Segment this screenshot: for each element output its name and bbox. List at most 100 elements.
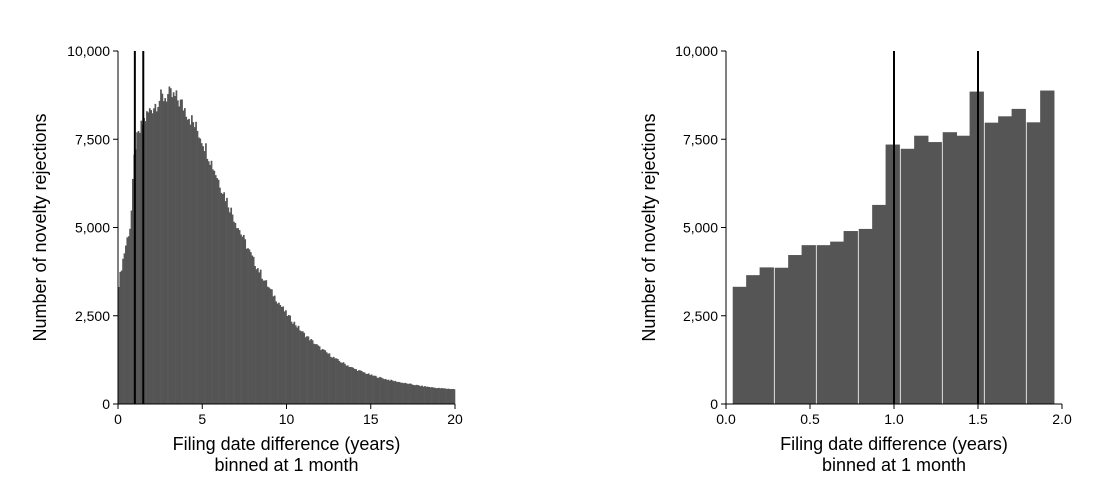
histogram-bar [235, 228, 238, 404]
histogram-bar [331, 357, 334, 404]
histogram-bar [984, 122, 1000, 404]
histogram-bar [324, 350, 327, 404]
histogram-bar [391, 380, 394, 404]
histogram-bar [396, 382, 398, 404]
histogram-bar [788, 255, 803, 404]
histogram-bar [400, 382, 402, 404]
histogram-bar [247, 248, 249, 404]
histogram-bar [158, 100, 161, 404]
histogram-bar [212, 169, 214, 404]
histogram-bar [445, 388, 447, 404]
histogram-bar [408, 383, 411, 404]
histogram-bar [242, 234, 245, 404]
histogram-bar [285, 310, 287, 404]
histogram-bar [422, 386, 425, 404]
histogram-bar [428, 386, 431, 404]
histogram-bar [337, 359, 339, 404]
histogram-bar [344, 363, 346, 404]
histogram-bar [1011, 108, 1026, 404]
histogram-bar [393, 381, 395, 404]
y-tick-label: 5,000 [683, 220, 718, 236]
histogram-bar [363, 372, 366, 404]
x-tick-label: 10 [279, 411, 295, 427]
histogram-bar [335, 358, 338, 404]
histogram-bar [415, 384, 418, 404]
histogram-bar [257, 268, 259, 404]
y-tick-label: 7,500 [75, 131, 110, 147]
histogram-bar [162, 101, 165, 404]
histogram-bar [264, 280, 266, 404]
histogram-bar [282, 306, 284, 404]
histogram-bar [345, 365, 348, 404]
histogram-bar [193, 127, 196, 404]
histogram-bar [234, 222, 237, 404]
left-y-axis-title: Number of novelty rejections [30, 113, 50, 341]
histogram-bar [349, 366, 352, 404]
histogram-bar [359, 370, 362, 404]
x-tick-label: 1.5 [968, 411, 988, 427]
y-tick-label: 2,500 [683, 308, 718, 324]
histogram-bar [338, 360, 341, 404]
histogram-bar [426, 386, 429, 404]
right-bars [732, 90, 1055, 405]
histogram-bar [439, 388, 442, 404]
histogram-bar [144, 121, 147, 405]
histogram-bar [447, 388, 450, 404]
histogram-bar [164, 98, 167, 405]
histogram-bar [453, 389, 456, 404]
histogram-bar [188, 118, 190, 405]
histogram-bar [220, 192, 223, 404]
histogram-bar [209, 164, 211, 404]
histogram-bar [123, 253, 126, 404]
histogram-bar [221, 194, 224, 404]
histogram-bar [230, 207, 233, 404]
histogram-bar [401, 382, 404, 404]
histogram-bar [346, 365, 349, 404]
histogram-bar [417, 385, 419, 404]
histogram-bar [774, 267, 790, 404]
histogram-bar [202, 146, 204, 405]
histogram-bar [927, 142, 942, 404]
histogram-bar [294, 325, 297, 404]
histogram-bar [372, 375, 374, 404]
histogram-bar [389, 380, 391, 404]
histogram-bar [196, 130, 199, 404]
histogram-bar [443, 388, 446, 404]
histogram-bar [969, 91, 984, 404]
histogram-bar [120, 270, 123, 404]
histogram-bar [412, 384, 415, 404]
histogram-bar [872, 204, 887, 404]
histogram-bar [373, 375, 376, 404]
histogram-bar [283, 311, 286, 404]
histogram-bar [759, 267, 774, 404]
histogram-bar [254, 266, 256, 404]
histogram-bar [351, 367, 353, 404]
histogram-bar [376, 377, 379, 404]
histogram-bar [150, 110, 152, 404]
histogram-bar [300, 331, 303, 404]
histogram-bar [360, 371, 363, 404]
histogram-bar [259, 269, 262, 404]
histogram-bar [151, 113, 154, 405]
histogram-bar [383, 379, 386, 404]
histogram-bar [184, 108, 186, 405]
right-x-axis-subtitle: binned at 1 month [822, 455, 966, 475]
histogram-bar [414, 385, 416, 404]
histogram-bar [219, 187, 221, 404]
histogram-bar [176, 100, 179, 404]
histogram-bar [398, 382, 401, 404]
histogram-bar [262, 280, 265, 404]
histogram-bar [130, 210, 133, 404]
histogram-bar [296, 327, 299, 404]
histogram-bar [998, 116, 1013, 404]
histogram-bar [352, 367, 355, 404]
histogram-bar [241, 236, 244, 404]
histogram-bar [311, 340, 314, 404]
histogram-bar [137, 130, 140, 404]
histogram-bar [169, 88, 172, 405]
histogram-bar [174, 96, 176, 404]
y-tick-label: 2,500 [75, 308, 110, 324]
histogram-bar [342, 362, 345, 404]
histogram-bar [377, 377, 380, 404]
histogram-bar [914, 135, 929, 404]
